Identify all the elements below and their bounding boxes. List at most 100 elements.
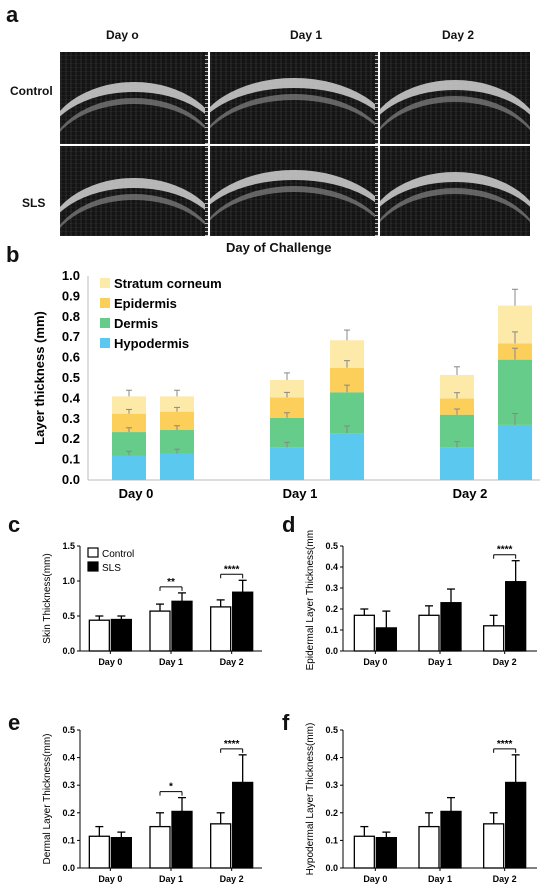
x-group-label: Day 2 [453, 486, 488, 501]
significance-label: * [169, 782, 173, 793]
legend-swatch [100, 278, 110, 288]
legend-swatch [87, 561, 99, 572]
y-tick-label: 0.1 [62, 452, 80, 467]
bar-1-epidermis [160, 411, 194, 431]
bar-control-0 [88, 619, 110, 652]
y-axis-label: Layer thickness (mm) [32, 311, 47, 445]
bar-sls-1 [171, 810, 193, 869]
y-tick-label: 0.4 [325, 562, 338, 572]
bar-sls-2 [232, 781, 254, 869]
y-tick-label: 0.3 [62, 780, 75, 790]
bar-4-stratum_corneum [440, 374, 474, 399]
row-label-sls: SLS [22, 196, 46, 210]
y-tick-label: 0.2 [325, 604, 338, 614]
bar-sls-2 [505, 581, 527, 652]
legend-swatch [87, 547, 99, 558]
y-tick-label: 0.6 [62, 350, 80, 365]
y-tick-label: 0.4 [62, 390, 81, 405]
bar-5-hypodermis [498, 424, 532, 480]
bar-2-hypodermis [270, 447, 304, 480]
y-axis-label: Hypodermal Layer Thickness(mm) [305, 723, 316, 876]
bar-control-2 [483, 823, 505, 869]
x-tick-label: Day 2 [493, 657, 517, 667]
hypodermal-thickness-chart: 0.0 0.1 0.2 0.3 0.4 0.5 Hypodermal Layer Thick… [305, 723, 537, 884]
bar-control-1 [418, 614, 440, 652]
y-axis-label: Epidermal Layer Thickness(mm) [305, 530, 316, 670]
y-tick-label: 0.8 [62, 309, 80, 324]
col-label-day2: Day 2 [442, 28, 475, 42]
x-group-label: Day 0 [119, 486, 154, 501]
bar-sls-1 [440, 602, 462, 652]
y-tick-label: 0.0 [325, 646, 338, 656]
col-label-day1: Day 1 [290, 28, 323, 42]
bar-control-1 [418, 825, 440, 869]
y-axis-label: Skin Thickness(mm) [42, 553, 53, 643]
y-tick-label: 0.0 [325, 863, 338, 873]
bar-4-hypodermis [440, 447, 474, 480]
bar-sls-0 [375, 627, 397, 652]
y-tick-label: 0.2 [62, 431, 80, 446]
panel-a-xlabel: Day of Challenge [226, 240, 332, 255]
y-tick-label: 0.7 [62, 329, 80, 344]
row-label-control: Control [10, 84, 53, 98]
y-tick-label: 1.5 [62, 541, 75, 551]
bar-control-0 [88, 835, 110, 869]
y-tick-label: 0.2 [62, 808, 75, 818]
bar-sls-2 [232, 591, 254, 652]
y-tick-label: 0.3 [325, 583, 338, 593]
x-tick-label: Day 0 [363, 657, 387, 667]
bar-control-2 [210, 823, 232, 869]
bar-sls-1 [171, 600, 193, 652]
bar-0-epidermis [112, 413, 146, 433]
legend-label: SLS [102, 563, 121, 574]
legend-swatch [100, 318, 110, 328]
bar-1-hypodermis [160, 453, 194, 480]
panel-letter-c: c [8, 512, 21, 537]
x-tick-label: Day 0 [363, 874, 387, 884]
y-tick-label: 0.2 [325, 808, 338, 818]
y-tick-label: 0.1 [325, 835, 338, 845]
legend-label: Hypodermis [114, 336, 189, 351]
col-label-day0: Day o [106, 28, 139, 42]
y-tick-label: 0.5 [62, 611, 75, 621]
y-tick-label: 1.0 [62, 268, 80, 283]
ultrasound-control-day2 [380, 52, 530, 144]
x-tick-label: Day 2 [493, 874, 517, 884]
x-tick-label: Day 0 [98, 874, 122, 884]
panel-letter-f: f [282, 710, 290, 735]
panel-letter-d: d [282, 512, 296, 537]
bar-0-dermis [112, 432, 146, 456]
bar-sls-0 [375, 836, 397, 869]
x-tick-label: Day 1 [428, 657, 452, 667]
y-tick-label: 0.4 [325, 753, 338, 763]
y-tick-label: 0.4 [62, 753, 75, 763]
bar-control-2 [210, 606, 232, 652]
panel-letter-a: a [6, 2, 19, 27]
legend-label: Epidermis [114, 296, 177, 311]
bar-sls-1 [440, 810, 462, 869]
bar-4-epidermis [440, 398, 474, 415]
y-tick-label: 0.5 [325, 541, 338, 551]
significance-label: **** [497, 545, 513, 556]
y-tick-label: 0.1 [325, 625, 338, 635]
y-tick-label: 1.0 [62, 576, 75, 586]
significance-label: **** [224, 564, 240, 575]
ultrasound-control-day0 [60, 52, 208, 144]
bar-0-hypodermis [112, 455, 146, 480]
x-tick-label: Day 1 [428, 874, 452, 884]
bar-1-stratum_corneum [160, 396, 194, 412]
bar-control-0 [353, 614, 375, 652]
y-axis-label: Dermal Layer Thickness(mm) [42, 734, 53, 865]
panel-letter-e: e [8, 710, 21, 735]
bar-3-hypodermis [330, 433, 364, 480]
y-tick-label: 0.3 [325, 780, 338, 790]
y-tick-label: 0.9 [62, 288, 80, 303]
significance-label: ** [167, 577, 175, 588]
y-tick-label: 0.0 [62, 863, 75, 873]
ultrasound-control-day1 [210, 52, 378, 144]
ultrasound-sls-day1 [210, 146, 378, 236]
bar-2-stratum_corneum [270, 380, 304, 398]
x-group-label: Day 1 [283, 486, 318, 501]
dermal-thickness-chart: 0.0 0.1 0.2 0.3 0.4 0.5 Dermal Layer Thickness… [42, 725, 262, 884]
bar-control-0 [353, 835, 375, 869]
